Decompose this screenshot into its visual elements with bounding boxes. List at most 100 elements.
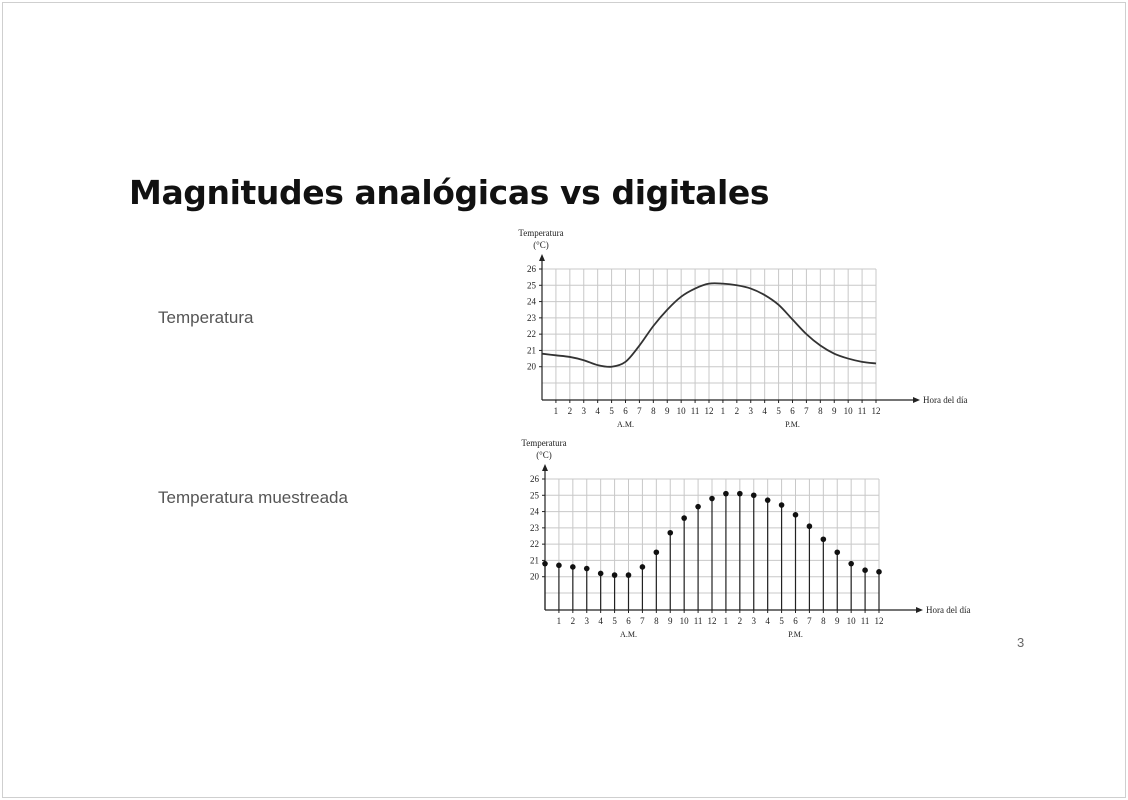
sample-point bbox=[639, 564, 646, 570]
y-axis-unit: (°C) bbox=[536, 450, 552, 460]
x-tick-label: 9 bbox=[668, 616, 673, 626]
sample-point bbox=[570, 564, 576, 570]
x-tick-label: 6 bbox=[790, 406, 795, 416]
x-tick-label: 10 bbox=[844, 406, 854, 416]
x-tick-label: 8 bbox=[651, 406, 656, 416]
sample-point bbox=[737, 490, 743, 497]
period-label-am: A.M. bbox=[620, 630, 637, 639]
sample-point bbox=[667, 529, 674, 536]
sample-point bbox=[583, 565, 590, 572]
sample-point bbox=[764, 497, 771, 503]
sample-point bbox=[542, 560, 548, 567]
x-tick-label: 4 bbox=[595, 406, 600, 416]
y-tick-label: 22 bbox=[530, 539, 539, 549]
sample-point bbox=[820, 536, 827, 543]
x-tick-label: 12 bbox=[872, 406, 881, 416]
x-tick-label: 9 bbox=[832, 406, 837, 416]
x-tick-label: 6 bbox=[626, 616, 631, 626]
y-tick-label: 23 bbox=[530, 523, 540, 533]
x-tick-label: 1 bbox=[557, 616, 562, 626]
sample-point bbox=[556, 562, 562, 569]
x-tick-label: 12 bbox=[875, 616, 884, 626]
x-tick-label: 5 bbox=[609, 406, 614, 416]
grid bbox=[541, 268, 877, 400]
x-tick-label: 2 bbox=[571, 616, 576, 626]
x-tick-label: 4 bbox=[765, 616, 770, 626]
x-tick-label: 11 bbox=[691, 406, 700, 416]
x-tick-label: 10 bbox=[677, 406, 687, 416]
x-tick-label: 8 bbox=[654, 616, 659, 626]
x-tick-label: 2 bbox=[735, 406, 740, 416]
y-tick-label: 24 bbox=[527, 297, 537, 307]
sample-point bbox=[681, 515, 687, 521]
y-axis-arrow bbox=[539, 254, 545, 261]
page-number: 3 bbox=[1017, 635, 1025, 650]
analog-temperature-chart: Temperatura(°C)Hora del día2021222324252… bbox=[518, 228, 967, 429]
y-tick-label: 26 bbox=[530, 474, 540, 484]
y-axis-label: Temperatura bbox=[518, 228, 563, 238]
x-axis-arrow bbox=[916, 607, 923, 613]
x-tick-label: 12 bbox=[705, 406, 714, 416]
x-tick-label: 12 bbox=[708, 616, 717, 626]
period-label-am: A.M. bbox=[617, 420, 634, 429]
x-tick-label: 7 bbox=[637, 406, 642, 416]
x-tick-label: 8 bbox=[821, 616, 826, 626]
x-axis-label: Hora del día bbox=[926, 605, 970, 615]
sample-point bbox=[723, 490, 729, 497]
sample-point bbox=[792, 512, 799, 518]
sample-point bbox=[862, 567, 868, 573]
x-tick-label: 10 bbox=[847, 616, 857, 626]
x-tick-label: 1 bbox=[554, 406, 559, 416]
label-temperature: Temperatura bbox=[158, 308, 254, 327]
sample-point bbox=[806, 523, 813, 530]
y-axis-unit: (°C) bbox=[533, 240, 549, 250]
period-label-pm: P.M. bbox=[785, 420, 800, 429]
x-tick-label: 11 bbox=[858, 406, 867, 416]
slide-title: Magnitudes analógicas vs digitales bbox=[129, 173, 770, 212]
y-tick-label: 20 bbox=[530, 572, 540, 582]
y-tick-label: 21 bbox=[530, 555, 539, 565]
temperature-curve bbox=[541, 282, 877, 368]
sampled-temperature-chart: Temperatura(°C)Hora del día2021222324252… bbox=[521, 438, 970, 639]
sample-point bbox=[848, 560, 854, 567]
x-tick-label: 4 bbox=[762, 406, 767, 416]
x-tick-label: 5 bbox=[776, 406, 781, 416]
x-tick-label: 11 bbox=[694, 616, 703, 626]
y-tick-label: 25 bbox=[527, 280, 537, 290]
x-axis-label: Hora del día bbox=[923, 395, 967, 405]
x-tick-label: 2 bbox=[738, 616, 743, 626]
sample-point bbox=[653, 549, 660, 556]
y-axis-label: Temperatura bbox=[521, 438, 566, 448]
sample-point bbox=[611, 572, 618, 578]
x-axis-arrow bbox=[913, 397, 920, 403]
sample-point bbox=[709, 495, 715, 502]
x-tick-label: 7 bbox=[807, 616, 812, 626]
x-tick-label: 9 bbox=[835, 616, 840, 626]
x-tick-label: 5 bbox=[779, 616, 784, 626]
sample-point bbox=[834, 549, 841, 556]
x-tick-label: 3 bbox=[749, 406, 754, 416]
x-tick-label: 10 bbox=[680, 616, 690, 626]
sample-point bbox=[597, 570, 604, 577]
x-tick-label: 3 bbox=[752, 616, 757, 626]
period-label-pm: P.M. bbox=[788, 630, 803, 639]
x-tick-label: 3 bbox=[582, 406, 587, 416]
y-tick-label: 26 bbox=[527, 264, 537, 274]
x-tick-label: 5 bbox=[612, 616, 617, 626]
y-tick-label: 20 bbox=[527, 362, 537, 372]
sample-point bbox=[625, 572, 632, 578]
x-tick-label: 6 bbox=[623, 406, 628, 416]
y-tick-label: 24 bbox=[530, 507, 540, 517]
x-tick-label: 7 bbox=[640, 616, 645, 626]
sample-point bbox=[778, 502, 785, 508]
x-tick-label: 2 bbox=[568, 406, 573, 416]
x-tick-label: 3 bbox=[585, 616, 590, 626]
x-tick-label: 8 bbox=[818, 406, 823, 416]
x-tick-label: 7 bbox=[804, 406, 809, 416]
y-tick-label: 21 bbox=[527, 345, 536, 355]
x-tick-label: 4 bbox=[598, 616, 603, 626]
sample-point bbox=[876, 569, 882, 575]
sample-point bbox=[750, 492, 757, 499]
x-tick-label: 1 bbox=[724, 616, 729, 626]
